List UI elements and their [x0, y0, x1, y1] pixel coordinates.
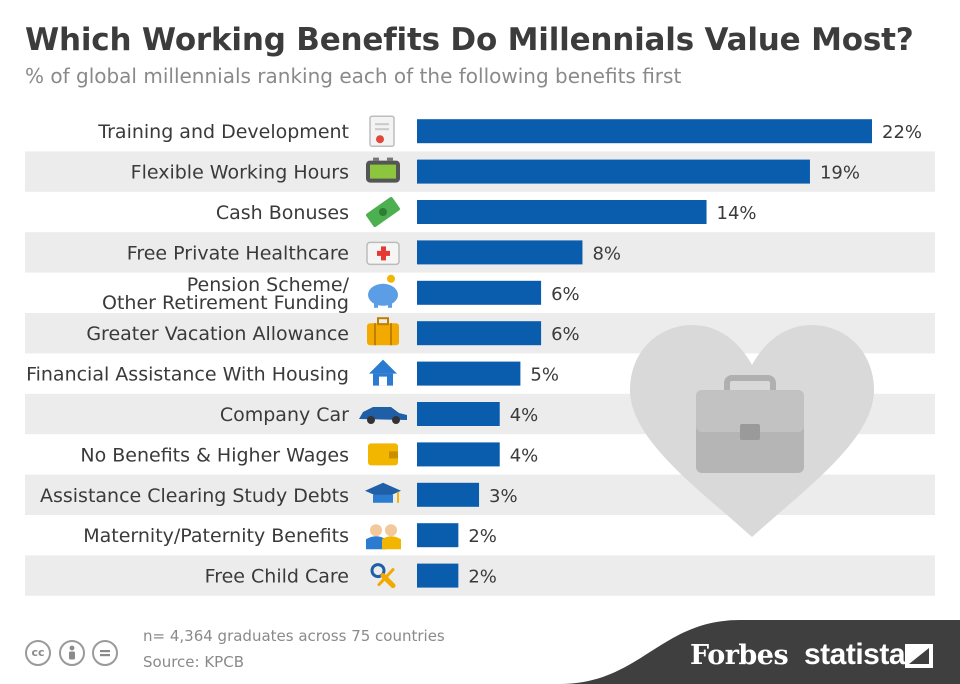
- category-icons: [359, 115, 407, 589]
- bar: [417, 119, 872, 144]
- category-label: Free Child Care: [205, 566, 349, 588]
- value-label: 8%: [592, 243, 621, 264]
- category-label: Financial Assistance With Housing: [26, 364, 349, 386]
- category-label: Cash Bonuses: [216, 202, 349, 224]
- category-label: Other Retirement Funding: [102, 292, 349, 314]
- category-label: No Benefits & Higher Wages: [80, 444, 349, 466]
- chart-subtitle: % of global millennials ranking each of …: [25, 64, 682, 88]
- bar: [417, 240, 583, 265]
- category-label: Flexible Working Hours: [131, 162, 349, 184]
- bar: [417, 442, 500, 467]
- value-labels: 22% 19% 14% 8% 6% 6% 5% 4% 4% 3% 2% 2%: [468, 122, 922, 587]
- category-label: Free Private Healthcare: [127, 242, 349, 264]
- category-label: Greater Vacation Allowance: [86, 323, 349, 345]
- first-aid-kit-icon: [366, 241, 400, 266]
- bar: [417, 321, 542, 346]
- certificate-icon: [369, 115, 395, 147]
- value-label: 4%: [510, 445, 539, 466]
- alarm-clock-icon: [366, 157, 400, 183]
- bar: [417, 361, 521, 386]
- category-label: Training and Development: [97, 121, 349, 143]
- bars: [417, 119, 872, 588]
- category-label: Company Car: [220, 404, 349, 426]
- piggy-bank-icon: [368, 274, 398, 308]
- sample-note: n= 4,364 graduates across 75 countries: [143, 627, 445, 645]
- graduation-cap-icon: [365, 482, 401, 503]
- bar: [417, 482, 480, 507]
- category-label: Assistance Clearing Study Debts: [40, 485, 349, 507]
- footer-band: [0, 620, 960, 684]
- no-derivatives-icon: [92, 640, 118, 666]
- value-label: 5%: [530, 365, 559, 386]
- cc-icon: cc: [25, 640, 51, 666]
- value-label: 22%: [882, 122, 922, 143]
- bar: [417, 159, 810, 184]
- suitcase-icon: [367, 317, 399, 346]
- value-label: 2%: [468, 526, 497, 547]
- value-label: 2%: [468, 567, 497, 588]
- bar-chart: Training and Development Flexible Working…: [25, 115, 935, 596]
- heart-briefcase-illustration: [630, 325, 874, 537]
- statista-logo[interactable]: statista: [804, 638, 906, 671]
- house-icon: [369, 359, 397, 386]
- value-label: 6%: [551, 284, 580, 305]
- briefcase-icon: [696, 375, 804, 473]
- statista-mark-icon: [905, 644, 933, 668]
- bar: [417, 402, 500, 426]
- category-label: Maternity/Paternity Benefits: [83, 525, 349, 547]
- row-stripe: [25, 555, 935, 596]
- source-note: Source: KPCB: [143, 653, 244, 671]
- bar: [417, 563, 459, 588]
- bar: [417, 523, 459, 548]
- pacifier-icon: [370, 563, 396, 589]
- bar: [417, 280, 542, 305]
- chart-title: Which Working Benefits Do Millennials Va…: [25, 22, 914, 58]
- forbes-logo[interactable]: Forbes: [690, 640, 789, 671]
- wallet-icon: [368, 443, 398, 466]
- value-label: 4%: [510, 405, 539, 426]
- bar: [417, 200, 707, 224]
- value-label: 19%: [820, 163, 860, 184]
- value-label: 14%: [717, 203, 757, 224]
- value-label: 6%: [551, 324, 580, 345]
- category-label: Pension Scheme/: [187, 274, 350, 296]
- cash-icon: [366, 197, 400, 227]
- value-label: 3%: [489, 486, 518, 507]
- attribution-icon: [59, 640, 85, 666]
- parents-icon: [366, 524, 401, 550]
- car-icon: [359, 407, 407, 424]
- category-labels: Training and Development Flexible Working…: [26, 121, 350, 587]
